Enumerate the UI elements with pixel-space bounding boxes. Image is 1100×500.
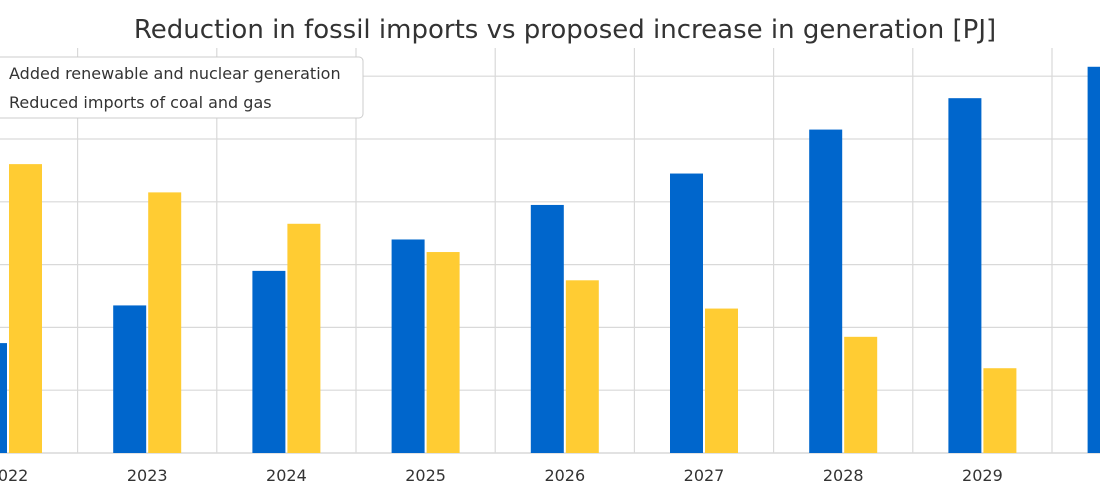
bar-added-generation-2028 bbox=[809, 129, 843, 453]
bar-added-generation-2025 bbox=[391, 239, 425, 453]
x-tick-label-2023: 2023 bbox=[127, 466, 168, 485]
x-tick-label-2025: 2025 bbox=[405, 466, 446, 485]
x-axis-tick-labels: 202220232024202520262027202820292030 bbox=[0, 466, 1003, 485]
bar-reduced-imports-2028 bbox=[844, 336, 878, 453]
bar-added-generation-2023 bbox=[113, 305, 147, 453]
bar-added-generation-2024 bbox=[252, 270, 286, 453]
bar-added-generation-2022 bbox=[0, 343, 7, 453]
bars bbox=[0, 66, 1100, 454]
bar-reduced-imports-2025 bbox=[426, 252, 460, 453]
legend: Added renewable and nuclear generation R… bbox=[0, 56, 364, 119]
x-tick-label-2026: 2026 bbox=[544, 466, 585, 485]
bar-added-generation-2029 bbox=[948, 98, 982, 454]
bar-added-generation-2027 bbox=[670, 173, 703, 454]
bar-reduced-imports-2024 bbox=[287, 223, 321, 453]
legend-label-added-generation: Added renewable and nuclear generation bbox=[9, 64, 341, 83]
x-tick-label-2029: 2029 bbox=[962, 466, 1003, 485]
legend-label-reduced-imports: Reduced imports of coal and gas bbox=[9, 93, 272, 112]
chart-title: Reduction in fossil imports vs proposed … bbox=[134, 15, 996, 45]
bar-reduced-imports-2026 bbox=[565, 280, 599, 453]
x-tick-label-2027: 2027 bbox=[684, 466, 725, 485]
bar-added-generation-2030 bbox=[1087, 66, 1100, 453]
x-tick-label-2028: 2028 bbox=[823, 466, 864, 485]
bar-reduced-imports-2029 bbox=[983, 368, 1017, 453]
bar-reduced-imports-2023 bbox=[148, 192, 182, 453]
bar-reduced-imports-2022 bbox=[9, 164, 42, 453]
legend-box bbox=[0, 56, 364, 119]
x-tick-label-2024: 2024 bbox=[266, 466, 307, 485]
bar-reduced-imports-2027 bbox=[705, 308, 738, 453]
x-tick-label-2022: 2022 bbox=[0, 466, 28, 485]
bar-added-generation-2026 bbox=[530, 204, 564, 453]
